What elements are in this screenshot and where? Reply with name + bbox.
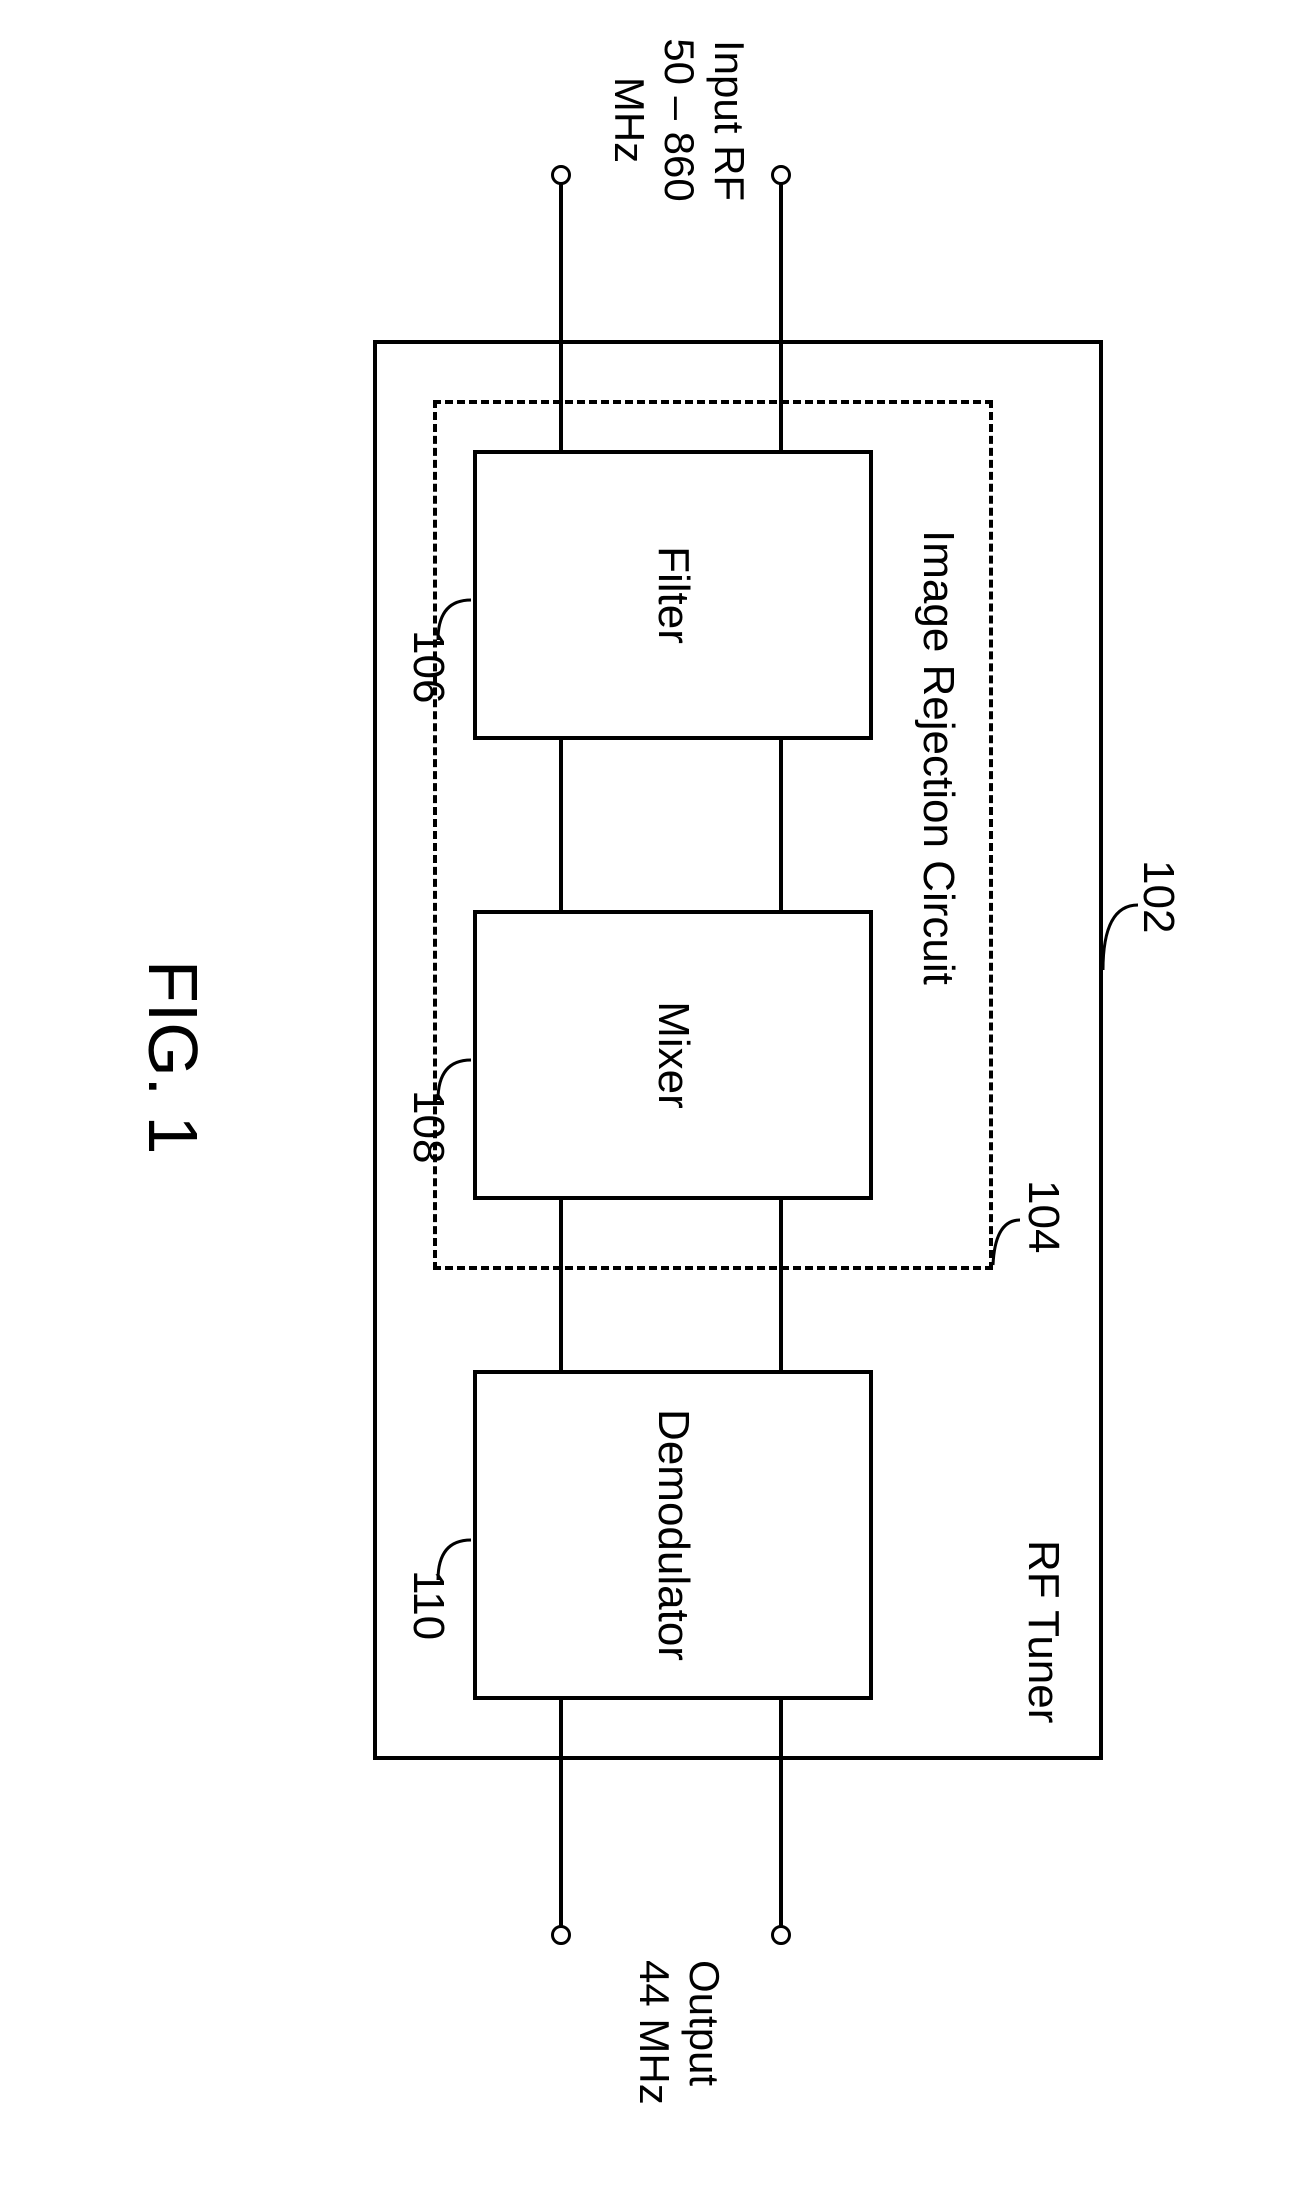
leader-108: [433, 1055, 473, 1105]
leader-102: [1093, 900, 1143, 980]
rf-tuner-label: RF Tuner: [1018, 1540, 1068, 1723]
leader-106: [433, 595, 473, 645]
wire-out-bot: [559, 1700, 563, 1930]
wire-in-top: [779, 180, 783, 450]
wire-md-bot: [559, 1200, 563, 1370]
diagram-canvas: RF Tuner 102 Image Rejection Circuit 104…: [0, 0, 1303, 2199]
terminal-out-top: [771, 1925, 791, 1945]
leader-104: [985, 1215, 1025, 1275]
filter-label: Filter: [648, 546, 698, 644]
input-label-3: MHz: [605, 40, 653, 200]
filter-block: Filter: [473, 450, 873, 740]
figure-label: FIG. 1: [133, 960, 213, 1154]
mixer-label: Mixer: [648, 1001, 698, 1109]
input-label-1: Input RF: [705, 40, 753, 200]
terminal-out-bot: [551, 1925, 571, 1945]
input-label-2: 50 – 860: [655, 30, 703, 210]
rotated-layout: RF Tuner 102 Image Rejection Circuit 104…: [0, 0, 1303, 2199]
output-label-1: Output: [680, 1960, 728, 2086]
output-label-2: 44 MHz: [630, 1960, 678, 2105]
wire-md-top: [779, 1200, 783, 1370]
wire-fm-top: [779, 740, 783, 910]
wire-fm-bot: [559, 740, 563, 910]
ref-104: 104: [1018, 1180, 1068, 1253]
terminal-in-top: [771, 165, 791, 185]
leader-110: [433, 1535, 473, 1585]
mixer-block: Mixer: [473, 910, 873, 1200]
image-rejection-label: Image Rejection Circuit: [913, 530, 963, 985]
terminal-in-bot: [551, 165, 571, 185]
demodulator-block: Demodulator: [473, 1370, 873, 1700]
demodulator-label: Demodulator: [648, 1409, 698, 1661]
wire-in-bot: [559, 180, 563, 450]
wire-out-top: [779, 1700, 783, 1930]
